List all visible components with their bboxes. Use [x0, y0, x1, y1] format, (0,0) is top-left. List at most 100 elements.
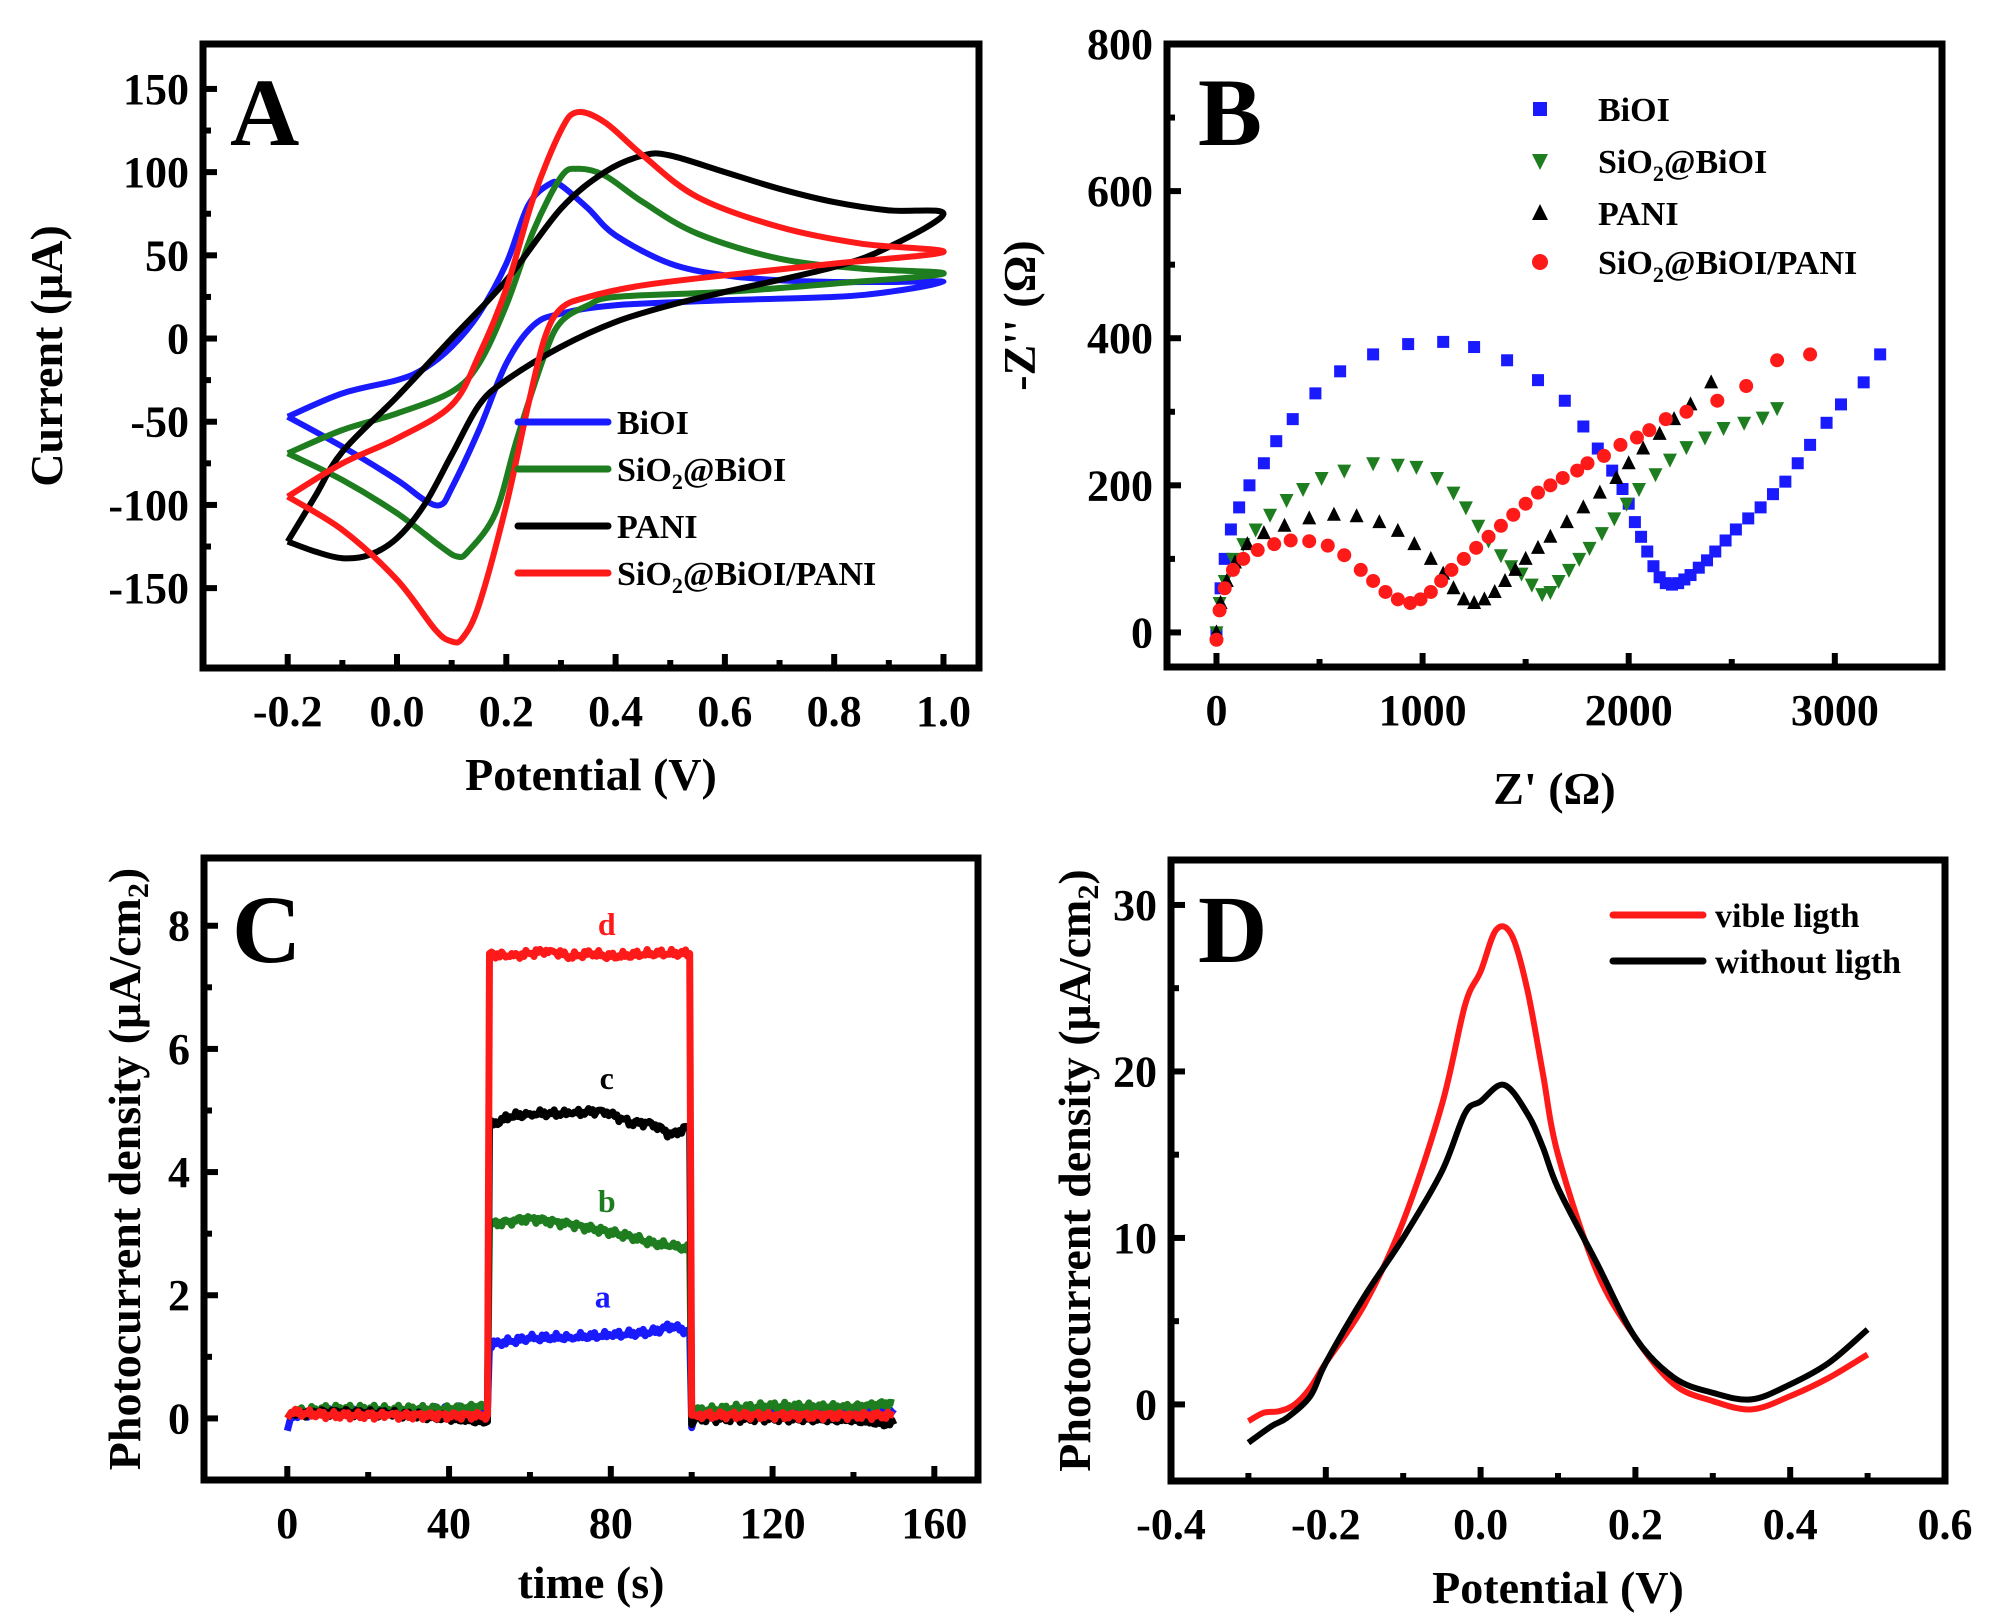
data-point [1648, 468, 1663, 483]
data-point [1366, 457, 1381, 472]
text-part: PANI [617, 509, 698, 546]
subscript: 2 [672, 573, 683, 598]
data-point [1279, 494, 1294, 509]
text-part: Photocurrent density (μA/cm [1049, 900, 1100, 1472]
data-point [1596, 448, 1611, 463]
data-point [1224, 523, 1237, 536]
data-point [1518, 550, 1533, 565]
y-tick-label: 600 [1087, 167, 1153, 216]
data-point [1248, 523, 1263, 538]
data-point [1662, 453, 1677, 468]
data-point [1580, 456, 1595, 471]
data-point [1493, 518, 1508, 533]
data-point [1430, 471, 1445, 486]
text-part: SiO [617, 452, 672, 489]
data-point [1390, 592, 1405, 607]
x-tick-label: 40 [427, 1499, 471, 1548]
x-axis-title: Potential (V) [1432, 1562, 1684, 1613]
data-point [1314, 471, 1329, 486]
data-point [1481, 529, 1496, 544]
data-point [1372, 514, 1387, 529]
data-point [1543, 585, 1558, 600]
text-part: BiOI [1598, 92, 1670, 129]
y-tick-label: 150 [123, 65, 189, 114]
data-point [1225, 562, 1240, 577]
data-point [1531, 485, 1546, 500]
y-tick-label: 2 [168, 1271, 190, 1320]
data-point [1270, 435, 1283, 448]
data-point [1532, 374, 1545, 387]
y-tick-label: 400 [1087, 314, 1153, 363]
data-point [1577, 420, 1590, 433]
cv-curve-bioi [286, 178, 947, 509]
plot-frame [199, 40, 983, 672]
data-point [1212, 603, 1227, 618]
legend-marker [1532, 154, 1548, 170]
y-tick-label: 6 [168, 1025, 190, 1074]
x-tick-label: 0.6 [1918, 1500, 1973, 1549]
plot-frame [200, 854, 982, 1484]
data-point [1572, 552, 1587, 567]
data-point [1524, 578, 1539, 593]
x-axis-title: Potential (V) [465, 749, 717, 800]
y-tick-label: -50 [130, 398, 189, 447]
text-part: @BiOI/PANI [1664, 245, 1857, 282]
data-point [1302, 534, 1317, 549]
data-point [1217, 581, 1232, 596]
cv-curve-sio2-bioi-pani [286, 108, 947, 646]
text-part: PANI [1598, 196, 1679, 233]
data-point [1641, 545, 1654, 558]
data-point [1243, 479, 1256, 492]
y-tick-label: 20 [1113, 1047, 1157, 1096]
data-point [1366, 573, 1381, 588]
data-point [1409, 460, 1424, 475]
legend-label: without ligth [1715, 944, 1901, 981]
data-point [1378, 584, 1393, 599]
data-point [1309, 387, 1322, 400]
data-point [1506, 507, 1521, 522]
data-point [1434, 573, 1449, 588]
data-point [1456, 551, 1471, 566]
data-point [1390, 458, 1405, 473]
dpv-curve-without-ligth [1246, 1081, 1870, 1446]
legend-marker [1532, 254, 1548, 270]
legend-label: SiO2@BiOI/PANI [617, 556, 876, 598]
text-part: SiO [1598, 144, 1653, 181]
data-point [1592, 484, 1607, 499]
data-point [1367, 348, 1380, 361]
data-point [1770, 353, 1785, 368]
subscript: 2 [672, 469, 683, 494]
data-point [1240, 536, 1255, 551]
data-point [1267, 537, 1282, 552]
data-point [1423, 584, 1438, 599]
data-point [1543, 528, 1558, 543]
data-point [1446, 580, 1461, 595]
data-point [1337, 548, 1352, 563]
marker-series-bioi [1210, 335, 1887, 639]
data-point [1621, 455, 1636, 470]
x-tick-label: 0.0 [370, 687, 425, 736]
legend-label: SiO2@BiOI/PANI [1598, 245, 1857, 287]
data-point [1709, 545, 1722, 558]
x-tick-label: 0.4 [588, 687, 643, 736]
dpv-curve-vible-ligth [1246, 923, 1870, 1424]
photocurrent-trace-b [284, 1213, 896, 1422]
x-tick-label: 1000 [1379, 686, 1467, 735]
y-axis-title: Photocurrent density (μA/cm2) [1049, 869, 1105, 1471]
text-part: Photocurrent density (μA/cm [99, 898, 150, 1470]
data-point [1337, 464, 1352, 479]
data-point [1742, 512, 1755, 525]
x-tick-label: 160 [901, 1499, 967, 1548]
data-point [1716, 421, 1731, 436]
data-point [1471, 519, 1486, 534]
data-point [1594, 527, 1609, 542]
x-axis-title: time (s) [518, 1557, 665, 1608]
data-point [1555, 470, 1570, 485]
data-point [1803, 347, 1818, 362]
photocurrent-trace-c [284, 1105, 898, 1430]
panel-letter: D [1198, 876, 1267, 983]
y-tick-label: 0 [1135, 1380, 1157, 1429]
data-point [1558, 394, 1571, 407]
trace-label-b: b [598, 1183, 616, 1219]
y-tick-label: 0 [167, 315, 189, 364]
